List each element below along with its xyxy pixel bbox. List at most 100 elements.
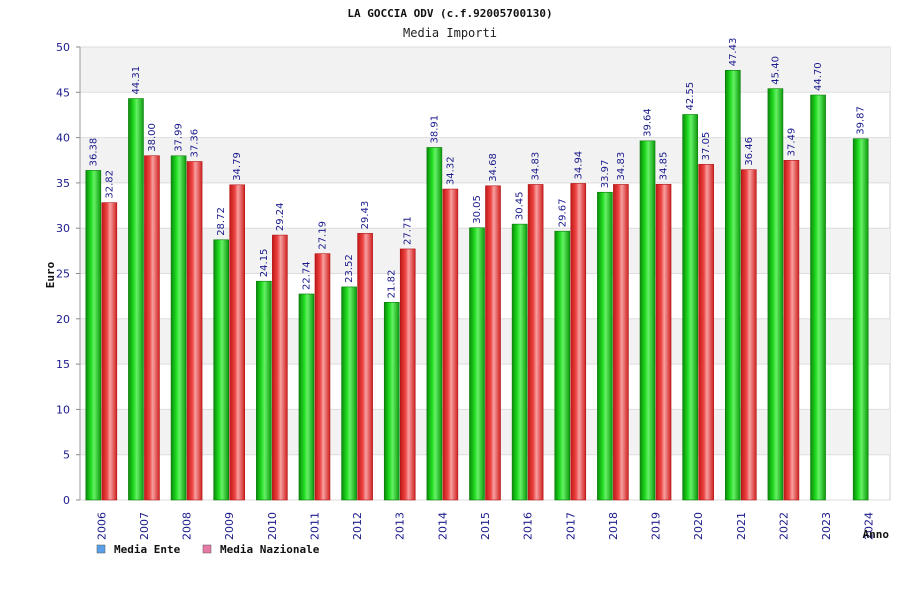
x-tick-label-2014: 2014 [436, 512, 449, 540]
value-label-media-nazionale-2012: 29.43 [360, 201, 371, 230]
x-tick-label-2008: 2008 [181, 512, 194, 540]
x-axis-ticks: 2006 2007 2008 2009 2010 2011 2012 2013 2014 2015… [95, 512, 875, 540]
value-label-media-ente-2015: 30.05 [472, 195, 483, 224]
bar-media-ente-2024 [852, 138, 869, 501]
value-label-media-ente-2023: 44.70 [813, 62, 824, 91]
bar-media-nazionale-2015 [485, 185, 501, 501]
value-label-media-ente-2012: 23.52 [344, 254, 355, 283]
value-label-media-nazionale-2015: 34.68 [488, 153, 499, 182]
bar-media-ente-2017 [554, 230, 571, 501]
x-tick-label-2013: 2013 [394, 512, 407, 540]
x-tick-label-2022: 2022 [777, 512, 790, 540]
value-label-media-ente-2020: 42.55 [685, 82, 696, 111]
bars-group [85, 69, 869, 501]
bar-media-ente-2008 [170, 155, 187, 501]
value-label-media-ente-2022: 45.40 [770, 56, 781, 85]
bar-media-ente-2016 [511, 223, 528, 501]
value-label-media-nazionale-2007: 38.00 [147, 123, 158, 152]
value-label-media-nazionale-2017: 34.94 [573, 151, 584, 180]
bar-media-nazionale-2022 [783, 160, 800, 501]
bar-media-ente-2009 [213, 239, 230, 501]
value-label-media-ente-2016: 30.45 [515, 191, 526, 220]
legend-swatch-media-nazionale [202, 544, 212, 554]
bar-media-ente-2006 [85, 170, 102, 501]
value-label-media-nazionale-2011: 27.19 [317, 221, 328, 250]
x-tick-label-2011: 2011 [308, 512, 321, 540]
x-tick-label-2006: 2006 [95, 512, 108, 540]
bar-media-nazionale-2017 [570, 183, 587, 501]
bar-media-ente-2012 [341, 286, 357, 501]
y-tick-label: 50 [56, 41, 70, 54]
legend: Media Ente Media Nazionale [96, 543, 320, 556]
chart-subtitle: Media Importi [403, 26, 497, 40]
bar-media-nazionale-2013 [399, 248, 416, 501]
x-tick-label-2015: 2015 [479, 512, 492, 540]
y-tick-label: 30 [56, 222, 70, 235]
x-tick-label-2019: 2019 [650, 512, 663, 540]
x-tick-label-2009: 2009 [223, 512, 236, 540]
bar-media-ente-2007 [128, 98, 144, 501]
bar-media-nazionale-2014 [442, 188, 459, 501]
bar-media-nazionale-2021 [740, 169, 757, 501]
y-axis-label: Euro [44, 261, 57, 288]
x-tick-label-2016: 2016 [522, 512, 535, 540]
value-label-media-nazionale-2008: 37.36 [190, 129, 201, 158]
x-tick-label-2023: 2023 [820, 512, 833, 540]
bar-media-nazionale-2020 [698, 164, 714, 501]
value-label-media-ente-2008: 37.99 [174, 123, 185, 152]
value-label-media-nazionale-2018: 34.83 [616, 152, 627, 181]
x-tick-label-2020: 2020 [692, 512, 705, 540]
x-tick-label-2010: 2010 [266, 512, 279, 540]
bar-media-ente-2023 [810, 94, 826, 501]
bar-media-nazionale-2011 [314, 253, 331, 501]
y-tick-label: 15 [56, 358, 70, 371]
bar-media-ente-2019 [639, 140, 656, 501]
value-label-media-ente-2024: 39.87 [856, 106, 867, 135]
bar-media-nazionale-2006 [101, 202, 118, 501]
x-tick-label-2024: 2024 [863, 512, 876, 540]
bar-media-nazionale-2010 [272, 234, 288, 501]
x-tick-label-2018: 2018 [607, 512, 620, 540]
value-label-media-nazionale-2021: 36.46 [744, 137, 755, 166]
y-axis-ticks: 0 5 10 15 20 25 30 35 40 45 50 [56, 41, 81, 507]
y-tick-label: 0 [63, 494, 70, 507]
bar-media-nazionale-2018 [613, 184, 629, 501]
value-label-media-nazionale-2010: 29.24 [275, 202, 286, 231]
value-label-media-ente-2019: 39.64 [643, 108, 654, 137]
y-tick-label: 40 [56, 132, 70, 145]
x-tick-label-2007: 2007 [138, 512, 151, 540]
y-tick-label: 5 [63, 449, 70, 462]
bar-media-ente-2018 [597, 191, 613, 501]
bar-media-ente-2020 [682, 114, 698, 501]
value-label-media-nazionale-2019: 34.85 [659, 152, 670, 181]
chart-title: LA GOCCIA ODV (c.f.92005700130) [347, 7, 552, 20]
x-axis-label: Anno [863, 528, 890, 541]
value-label-media-ente-2018: 33.97 [600, 160, 611, 189]
bar-media-nazionale-2016 [527, 184, 544, 501]
bar-media-ente-2015 [469, 227, 485, 501]
y-tick-label: 25 [56, 268, 70, 281]
bar-media-nazionale-2008 [186, 161, 203, 501]
bar-media-ente-2014 [426, 147, 443, 501]
value-label-media-ente-2011: 22.74 [301, 261, 312, 290]
value-label-media-ente-2007: 44.31 [131, 66, 142, 95]
value-labels-group: 36.38 32.82 44.31 38.00 37.99 37.36 28.72 34.79… [88, 38, 866, 299]
value-label-media-nazionale-2020: 37.05 [701, 132, 712, 161]
value-label-media-ente-2014: 38.91 [429, 115, 440, 144]
value-label-media-ente-2009: 28.72 [216, 207, 227, 236]
bar-media-ente-2011 [298, 293, 315, 501]
bar-media-ente-2013 [383, 302, 400, 501]
value-label-media-nazionale-2009: 34.79 [232, 152, 243, 181]
bar-media-ente-2022 [767, 88, 784, 501]
value-label-media-nazionale-2014: 34.32 [445, 156, 456, 185]
value-label-media-ente-2017: 29.67 [557, 199, 568, 228]
x-tick-label-2017: 2017 [564, 512, 577, 540]
bar-media-nazionale-2012 [357, 233, 373, 501]
x-tick-label-2012: 2012 [351, 512, 364, 540]
value-label-media-ente-2010: 24.15 [259, 249, 270, 278]
value-label-media-nazionale-2022: 37.49 [786, 128, 797, 157]
y-tick-label: 35 [56, 177, 70, 190]
bar-media-nazionale-2019 [655, 183, 672, 501]
